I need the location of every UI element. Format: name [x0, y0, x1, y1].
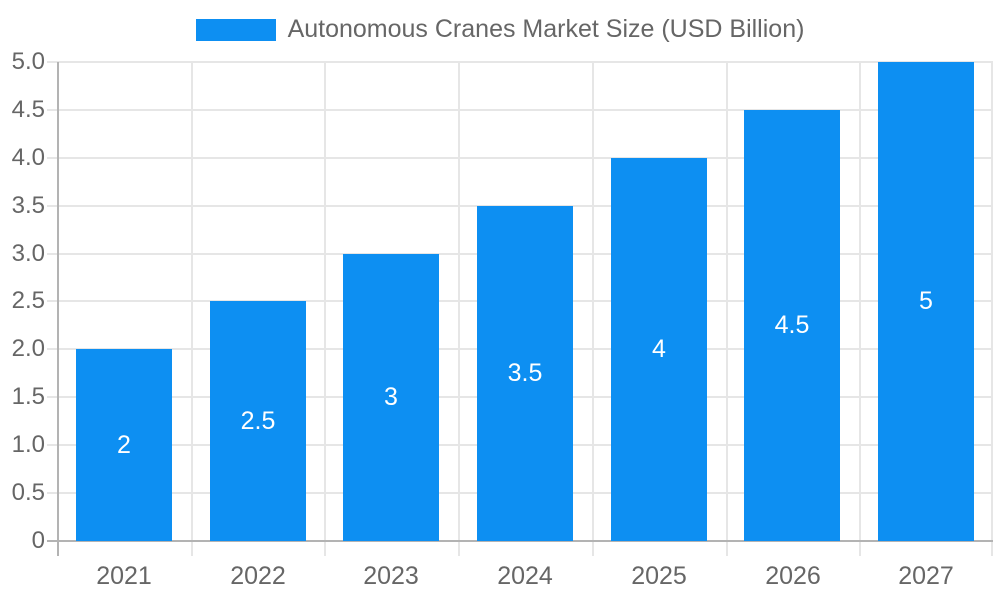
bar-2025[interactable]: 4: [611, 158, 707, 541]
x-axis-tick-label: 2021: [96, 562, 152, 590]
y-axis-tick-label: 4.5: [11, 96, 45, 123]
x-axis-tick-label: 2023: [363, 562, 419, 590]
y-axis-tick: [47, 253, 57, 255]
x-gridline: [859, 62, 861, 556]
y-axis-tick-label: 0: [31, 527, 45, 554]
bar-value-label: 5: [919, 287, 933, 315]
y-axis-tick: [47, 492, 57, 494]
bar-2024[interactable]: 3.5: [477, 206, 573, 541]
y-axis-tick: [47, 157, 57, 159]
bar-2026[interactable]: 4.5: [744, 110, 840, 541]
y-gridline: [57, 109, 993, 111]
y-axis-line: [57, 62, 59, 556]
plot-area: 2 2.5 3 3.5 4 4.5 5: [57, 61, 993, 556]
y-gridline: [57, 157, 993, 159]
legend-color-swatch: [195, 18, 276, 41]
y-axis-tick: [47, 348, 57, 350]
y-axis-tick-label: 2.5: [11, 287, 45, 314]
y-axis-tick: [47, 540, 57, 542]
x-axis-tick-label: 2027: [898, 562, 954, 590]
x-axis-tick-label: 2024: [497, 562, 553, 590]
x-axis-tick-label: 2026: [765, 562, 821, 590]
x-gridline: [458, 62, 460, 556]
y-axis-tick-label: 3.0: [11, 240, 45, 267]
bar-2023[interactable]: 3: [343, 254, 439, 541]
x-gridline: [991, 62, 993, 556]
y-axis-tick: [47, 205, 57, 207]
chart-legend: Autonomous Cranes Market Size (USD Billi…: [0, 15, 1000, 44]
legend-item[interactable]: Autonomous Cranes Market Size (USD Billi…: [195, 15, 805, 44]
bar-value-label: 2.5: [240, 406, 276, 435]
x-axis-tick-label: 2025: [631, 562, 687, 590]
bar-value-label: 2: [117, 430, 131, 459]
y-axis-tick-label: 1.5: [11, 383, 45, 410]
y-axis-tick: [47, 300, 57, 302]
y-axis-tick: [47, 396, 57, 398]
bar-value-label: 4: [652, 335, 666, 363]
y-axis-tick-label: 5.0: [11, 48, 45, 75]
y-axis-tick-label: 3.5: [11, 192, 45, 219]
x-gridline: [592, 62, 594, 556]
bar-2027[interactable]: 5: [878, 62, 974, 541]
x-gridline: [324, 62, 326, 556]
bar-2022[interactable]: 2.5: [210, 301, 306, 541]
x-gridline: [191, 62, 193, 556]
legend-series-label: Autonomous Cranes Market Size (USD Billi…: [287, 15, 805, 43]
y-axis-tick-label: 1.0: [11, 431, 45, 458]
y-axis-tick-label: 4.0: [11, 144, 45, 171]
y-axis-tick: [47, 444, 57, 446]
bar-2021[interactable]: 2: [76, 349, 172, 541]
x-gridline: [726, 62, 728, 556]
bar-value-label: 4.5: [774, 311, 810, 339]
y-axis-tick-label: 0.5: [11, 479, 45, 506]
y-axis-tick-label: 2.0: [11, 335, 45, 362]
x-axis-tick-label: 2022: [230, 562, 286, 590]
y-gridline: [57, 61, 993, 63]
bar-value-label: 3: [384, 383, 398, 411]
x-axis-line: [57, 540, 993, 542]
bar-value-label: 3.5: [507, 359, 543, 387]
y-axis-tick: [47, 109, 57, 111]
y-axis-tick: [47, 61, 57, 63]
